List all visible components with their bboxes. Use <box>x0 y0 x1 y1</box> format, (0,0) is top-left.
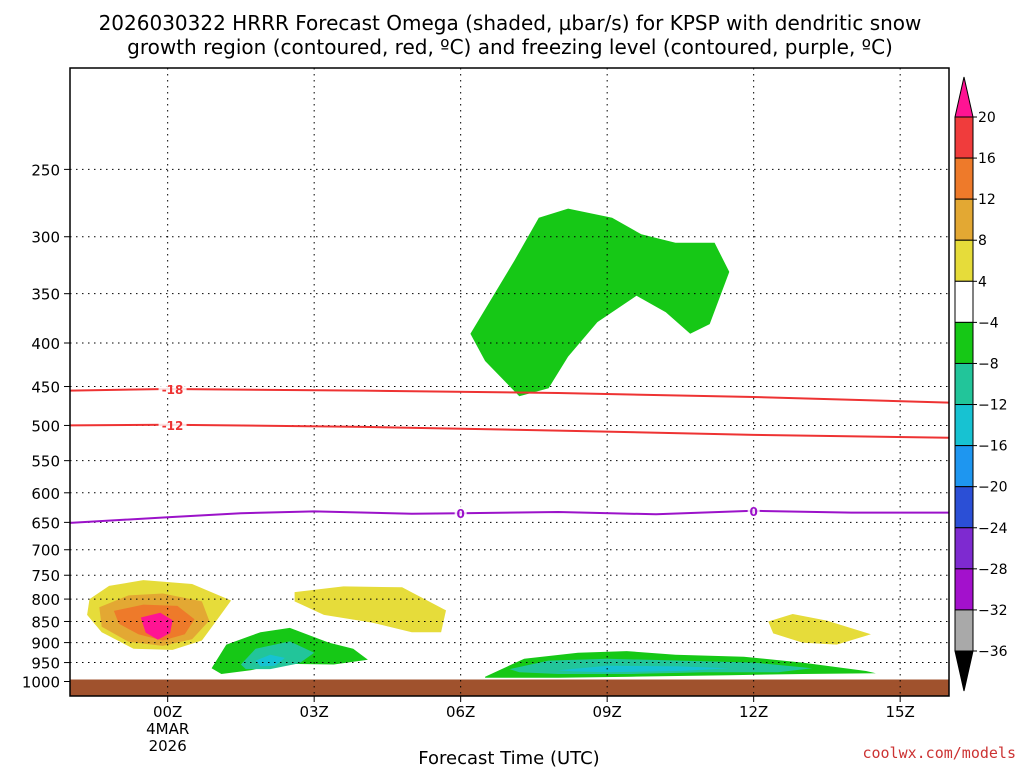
colorbar-label-4: 4 <box>978 274 987 290</box>
colorbar-box--28-to--32 <box>954 568 974 611</box>
y-tick-label-850: 850 <box>31 613 60 631</box>
y-tick-label-500: 500 <box>31 417 60 435</box>
x-tick-label-12Z: 12Z <box>739 703 768 721</box>
colorbar-box-8-to-4 <box>954 239 974 282</box>
colorbar-label--8: −8 <box>978 356 999 372</box>
contour-label-bg-dgz-minus-12-0 <box>158 417 187 432</box>
contour-label-freezing-level-0-0: 0 <box>456 507 464 521</box>
colorbar-box-4-to--4 <box>954 280 974 323</box>
contour-lines-layer: -18 -12 0 0 <box>70 382 949 524</box>
y-tick-label-650: 650 <box>31 514 60 532</box>
colorbar-box--24-to--28 <box>954 527 974 570</box>
ground-fill <box>70 679 949 696</box>
contour-label-bg-dgz-minus-18-0 <box>158 382 187 397</box>
colorbar-label--20: −20 <box>978 480 1008 496</box>
x-tick-label-09Z: 09Z <box>592 703 621 721</box>
pressure-gridlines <box>70 68 949 696</box>
contour-dgz-minus-12 <box>70 423 949 439</box>
omega-region-gold-middle <box>294 586 446 633</box>
omega-region-cyan-lower-right <box>558 665 730 673</box>
colorbar: 20 16 12 8 4 −4 −8 −12 −16 −20 −24 −28 −32 −36 <box>954 76 1008 692</box>
chart-title-line-2: growth region (contoured, red, ºC) and f… <box>127 35 893 59</box>
colorbar-label--4: −4 <box>978 315 999 331</box>
x-tick-label-4MAR: 4MAR <box>146 720 189 738</box>
colorbar-box-16-to-12 <box>954 157 974 200</box>
x-tick-label-15Z: 15Z <box>885 703 914 721</box>
colorbar-label--12: −12 <box>978 398 1008 414</box>
omega-region-green-upper-blob <box>470 208 730 397</box>
omega-region-upper-yellow-diamond <box>248 233 285 332</box>
colorbar-label-20: 20 <box>978 110 996 126</box>
colorbar-box--16-to--20 <box>954 445 974 488</box>
colorbar-box--8-to--12 <box>954 362 974 406</box>
y-axis-ticks: 250 300 350 400 450 500 550 600 650 700 750 800 850 9… <box>22 161 70 692</box>
colorbar-bottom-arrow <box>954 650 974 692</box>
y-tick-label-450: 450 <box>31 379 60 397</box>
contour-label-bg-freezing-level-0-0 <box>454 506 467 521</box>
y-tick-label-600: 600 <box>31 485 60 503</box>
contour-label-freezing-level-0-1: 0 <box>749 505 757 519</box>
colorbar-label--32: −32 <box>978 603 1008 619</box>
y-tick-label-950: 950 <box>31 655 60 673</box>
y-tick-label-400: 400 <box>31 335 60 353</box>
colorbar-label--16: −16 <box>978 439 1008 455</box>
colorbar-label-8: 8 <box>978 233 987 249</box>
y-tick-label-800: 800 <box>31 591 60 609</box>
colorbar-label--36: −36 <box>978 644 1008 660</box>
colorbar-box--12-to--16 <box>954 404 974 447</box>
x-tick-label-03Z: 03Z <box>299 703 328 721</box>
x-tick-label-2026: 2026 <box>149 737 187 755</box>
omega-shading-layer <box>70 208 949 678</box>
chart-title-line-1: 2026030322 HRRR Forecast Omega (shaded, … <box>99 11 922 35</box>
colorbar-box--20-to--24 <box>954 486 974 529</box>
colorbar-top-arrow <box>954 76 974 118</box>
y-tick-label-300: 300 <box>31 229 60 247</box>
colorbar-box-20-to-16 <box>954 116 974 159</box>
plot-frame <box>69 67 950 697</box>
colorbar-label-16: 16 <box>978 151 996 167</box>
y-tick-label-1000: 1000 <box>22 674 60 692</box>
contour-dgz-minus-18 <box>70 387 949 404</box>
omega-region-yellow-far-right <box>905 467 949 534</box>
contour-label-dgz-minus-12-0: -12 <box>162 419 184 433</box>
credit-text: coolwx.com/models <box>862 744 1016 762</box>
y-tick-label-350: 350 <box>31 286 60 304</box>
contour-label-dgz-minus-18-0: -18 <box>162 383 184 397</box>
contour-label-bg-freezing-level-0-1 <box>747 503 760 518</box>
colorbar-label--28: −28 <box>978 562 1008 578</box>
x-tick-label-06Z: 06Z <box>446 703 475 721</box>
y-tick-label-750: 750 <box>31 567 60 585</box>
omega-region-cyan-lower-left <box>255 654 285 667</box>
colorbar-box--32-to--36 <box>954 609 974 652</box>
y-tick-label-550: 550 <box>31 453 60 471</box>
colorbar-label--24: −24 <box>978 521 1008 537</box>
y-tick-label-900: 900 <box>31 635 60 653</box>
y-tick-label-250: 250 <box>31 161 60 179</box>
omega-region-gold-right <box>768 614 871 645</box>
colorbar-label-12: 12 <box>978 192 996 208</box>
x-axis-title: Forecast Time (UTC) <box>418 748 599 768</box>
omega-region-yellow-right-region <box>553 434 949 666</box>
omega-region-pink-core <box>140 612 173 640</box>
colorbar-box-12-to-8 <box>954 198 974 241</box>
y-tick-label-700: 700 <box>31 542 60 560</box>
colorbar-box--4-to--8 <box>954 321 974 364</box>
x-tick-label-00Z: 00Z <box>153 703 182 721</box>
